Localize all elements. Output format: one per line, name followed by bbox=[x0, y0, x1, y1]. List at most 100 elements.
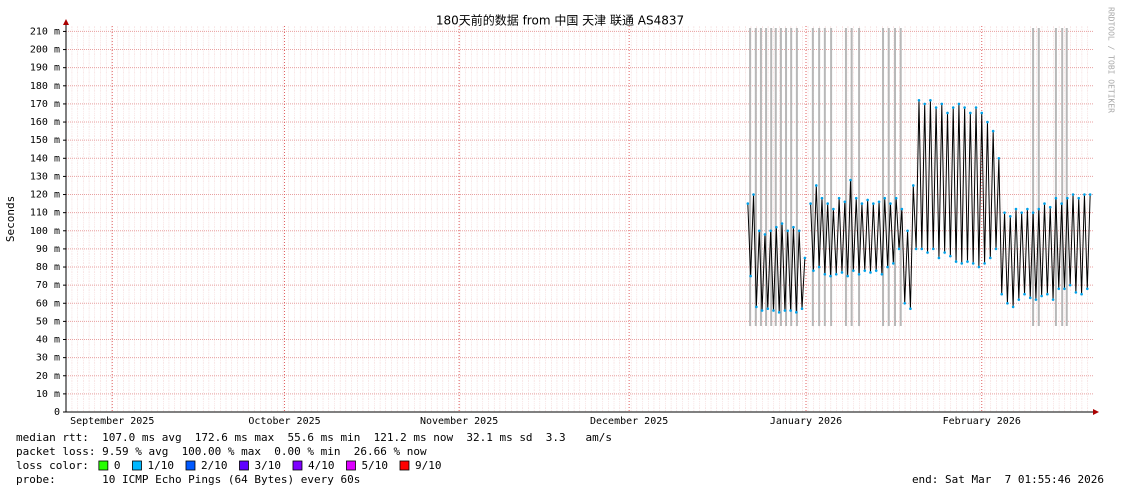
legend-label: 3/10 bbox=[254, 459, 281, 472]
data-point bbox=[1026, 207, 1029, 211]
data-point bbox=[897, 247, 901, 251]
data-point bbox=[1083, 193, 1086, 196]
y-tick-label: 80 m bbox=[36, 262, 60, 273]
data-point bbox=[997, 156, 1001, 160]
data-point bbox=[823, 272, 827, 276]
legend-label: 2/10 bbox=[201, 459, 228, 472]
stats-line: median rtt: 107.0 ms avg 172.6 ms max 55… bbox=[16, 431, 612, 444]
data-point bbox=[1048, 205, 1052, 209]
y-tick-label: 10 m bbox=[36, 389, 60, 400]
credit: RRDTOOL / TOBI OETIKER bbox=[1107, 7, 1116, 113]
data-point bbox=[752, 193, 755, 196]
legend-label: 9/10 bbox=[415, 459, 442, 472]
data-point bbox=[892, 262, 895, 265]
data-point bbox=[795, 311, 798, 314]
data-point bbox=[829, 274, 832, 278]
data-point bbox=[983, 262, 986, 265]
data-point bbox=[874, 269, 878, 272]
data-point bbox=[991, 129, 995, 133]
data-point bbox=[755, 305, 758, 309]
data-point bbox=[749, 274, 752, 278]
data-point bbox=[1060, 202, 1063, 205]
data-point bbox=[880, 272, 884, 276]
data-point bbox=[797, 229, 801, 233]
data-point bbox=[783, 309, 787, 312]
data-point bbox=[863, 269, 867, 272]
data-point bbox=[1066, 196, 1069, 200]
data-point bbox=[846, 274, 849, 278]
data-point bbox=[857, 272, 861, 276]
data-point bbox=[994, 247, 998, 251]
data-point bbox=[1003, 211, 1006, 214]
y-tick-label: 50 m bbox=[36, 316, 60, 327]
data-point bbox=[1034, 298, 1038, 301]
data-point bbox=[986, 120, 989, 124]
data-point bbox=[766, 307, 770, 311]
x-tick-label: February 2026 bbox=[943, 416, 1021, 427]
data-point bbox=[1037, 207, 1041, 211]
legend-swatch bbox=[98, 460, 109, 471]
data-point bbox=[814, 184, 818, 187]
data-point bbox=[792, 225, 795, 229]
stats-line: packet loss: 9.59 % avg 100.00 % max 0.0… bbox=[16, 445, 427, 458]
data-point bbox=[1068, 283, 1072, 287]
data-point bbox=[840, 271, 844, 274]
data-point bbox=[854, 196, 858, 200]
y-axis-label: Seconds bbox=[4, 196, 17, 242]
data-point bbox=[969, 111, 972, 115]
data-point bbox=[860, 202, 864, 205]
legend-label: 0 bbox=[114, 459, 121, 472]
data-point bbox=[971, 262, 975, 265]
y-tick-label: 30 m bbox=[36, 353, 60, 364]
y-tick-label: 210 m bbox=[30, 26, 60, 37]
data-point bbox=[832, 207, 835, 211]
legend-label: 5/10 bbox=[361, 459, 388, 472]
data-point bbox=[849, 178, 852, 182]
data-point bbox=[803, 256, 807, 260]
data-point bbox=[1085, 287, 1089, 291]
data-point bbox=[1040, 294, 1043, 298]
axis-arrow bbox=[1093, 409, 1099, 415]
legend-swatch bbox=[132, 460, 142, 471]
y-tick-label: 160 m bbox=[30, 117, 60, 128]
y-tick-label: 110 m bbox=[30, 208, 60, 219]
data-point bbox=[954, 260, 958, 263]
legend-swatch bbox=[185, 460, 196, 471]
data-point bbox=[1011, 305, 1015, 309]
data-point bbox=[1043, 202, 1046, 205]
data-point bbox=[903, 301, 907, 305]
data-point bbox=[929, 99, 932, 102]
y-tick-label: 90 m bbox=[36, 244, 60, 255]
data-point bbox=[1031, 211, 1035, 214]
y-tick-label: 190 m bbox=[30, 63, 60, 74]
data-point bbox=[957, 102, 961, 106]
data-point bbox=[951, 106, 955, 109]
data-point bbox=[966, 260, 969, 263]
y-tick-label: 100 m bbox=[30, 226, 60, 237]
data-point bbox=[786, 229, 790, 233]
data-point bbox=[1023, 292, 1026, 296]
data-point bbox=[943, 251, 946, 254]
y-tick-label: 0 bbox=[54, 407, 60, 418]
data-point bbox=[926, 251, 929, 254]
probe: probe: 10 ICMP Echo Pings (64 Bytes) eve… bbox=[16, 473, 360, 486]
data-point bbox=[769, 229, 772, 233]
data-point bbox=[843, 200, 847, 204]
data-point bbox=[780, 222, 784, 225]
x-tick-label: December 2025 bbox=[590, 416, 668, 427]
data-point bbox=[963, 106, 966, 109]
data-point bbox=[1080, 292, 1083, 296]
data-point bbox=[917, 99, 921, 102]
legend-title: loss color: bbox=[16, 459, 89, 472]
data-point bbox=[886, 265, 889, 269]
data-point bbox=[826, 202, 829, 205]
data-point bbox=[800, 307, 804, 311]
y-tick-label: 40 m bbox=[36, 335, 60, 346]
data-point bbox=[883, 196, 887, 200]
x-tick-label: November 2025 bbox=[420, 416, 498, 427]
y-tick-label: 70 m bbox=[36, 280, 60, 291]
data-point bbox=[877, 200, 881, 204]
data-point bbox=[974, 106, 978, 109]
data-point bbox=[1020, 211, 1023, 214]
